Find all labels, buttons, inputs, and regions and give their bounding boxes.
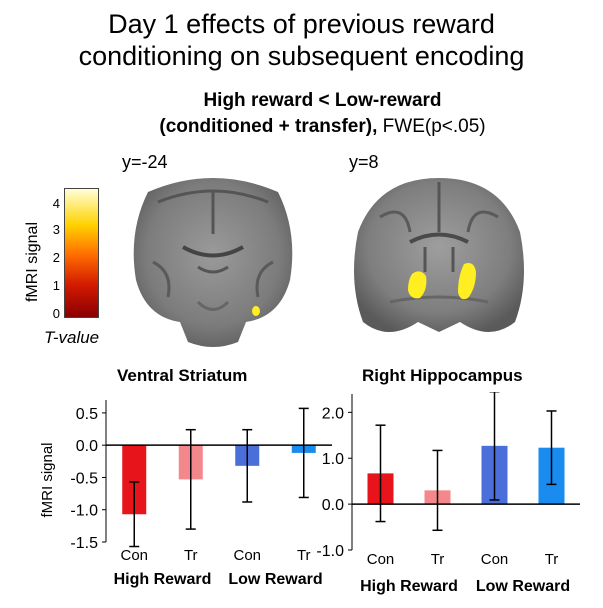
subtitle-line-2-plain: FWE(p<.05) [382, 116, 486, 137]
subtitle-line-2-bold: (conditioned + transfer), [159, 116, 378, 137]
title-line-1: Day 1 effects of previous reward [108, 9, 495, 39]
y-tick-label: 0.0 [76, 438, 98, 455]
contrast-subtitle: High reward < Low-reward (conditioned + … [0, 88, 603, 140]
x-category-label: Con [367, 551, 395, 568]
chart-title-right-hippocampus: Right Hippocampus [362, 366, 523, 385]
brain-slice-coronal-2 [354, 178, 524, 332]
chart-right-hippocampus: 2.0 1.0 0.0 -1.0 Con Tr Con Tr High Reward Low Re… [316, 392, 580, 595]
colorbar-sublabel: T-value [44, 328, 100, 347]
chart-ventral-striatum: 0.5 0.0 -0.5 -1.0 -1.5 Con Tr Con Tr High Reward L… [39, 400, 332, 588]
y-tick-label: 2.0 [322, 405, 344, 422]
activation-blob-striatum [252, 306, 260, 316]
chart-title-ventral-striatum: Ventral Striatum [117, 366, 248, 385]
y-tick-label: -0.5 [70, 470, 98, 487]
x-category-label: Con [481, 551, 509, 568]
colorbar-tick-4: 4 [52, 196, 60, 211]
y-tick-label: 0.5 [76, 406, 98, 423]
y-axis-label: fMRI signal [39, 442, 56, 517]
x-group-label: High Reward [360, 578, 458, 595]
colorbar [64, 188, 99, 318]
colorbar-label: fMRI signal [24, 221, 41, 303]
title-line-2: conditioning on subsequent encoding [78, 41, 525, 71]
slice-label-coronal-1: y=-24 [122, 152, 168, 172]
x-category-label: Con [120, 547, 148, 564]
brain-slice-coronal-1 [133, 178, 293, 347]
activation-blob-right [458, 263, 476, 300]
y-tick-label: -1.0 [70, 503, 98, 520]
x-category-label: Tr [184, 547, 198, 564]
x-category-label: Con [233, 547, 261, 564]
y-tick-label: -1.5 [70, 535, 98, 552]
colorbar-tick-0: 0 [52, 306, 60, 321]
colorbar-tick-2: 2 [52, 250, 60, 265]
x-category-label: Tr [545, 551, 559, 568]
y-tick-label: 0.0 [322, 497, 344, 514]
x-group-label: High Reward [114, 571, 212, 588]
colorbar-tick-1: 1 [52, 278, 60, 293]
colorbar-tick-3: 3 [52, 222, 60, 237]
slice-label-coronal-2: y=8 [349, 152, 379, 172]
activation-blob-left [408, 271, 427, 299]
x-category-label: Tr [431, 551, 445, 568]
x-category-label: Tr [297, 547, 311, 564]
figure-title: Day 1 effects of previous reward conditi… [0, 8, 603, 72]
y-tick-label: 1.0 [322, 451, 344, 468]
y-tick-label: -1.0 [316, 543, 344, 560]
x-group-label: Low Reward [228, 571, 322, 588]
x-group-label: Low Reward [476, 578, 570, 595]
subtitle-line-1: High reward < Low-reward [203, 90, 442, 111]
